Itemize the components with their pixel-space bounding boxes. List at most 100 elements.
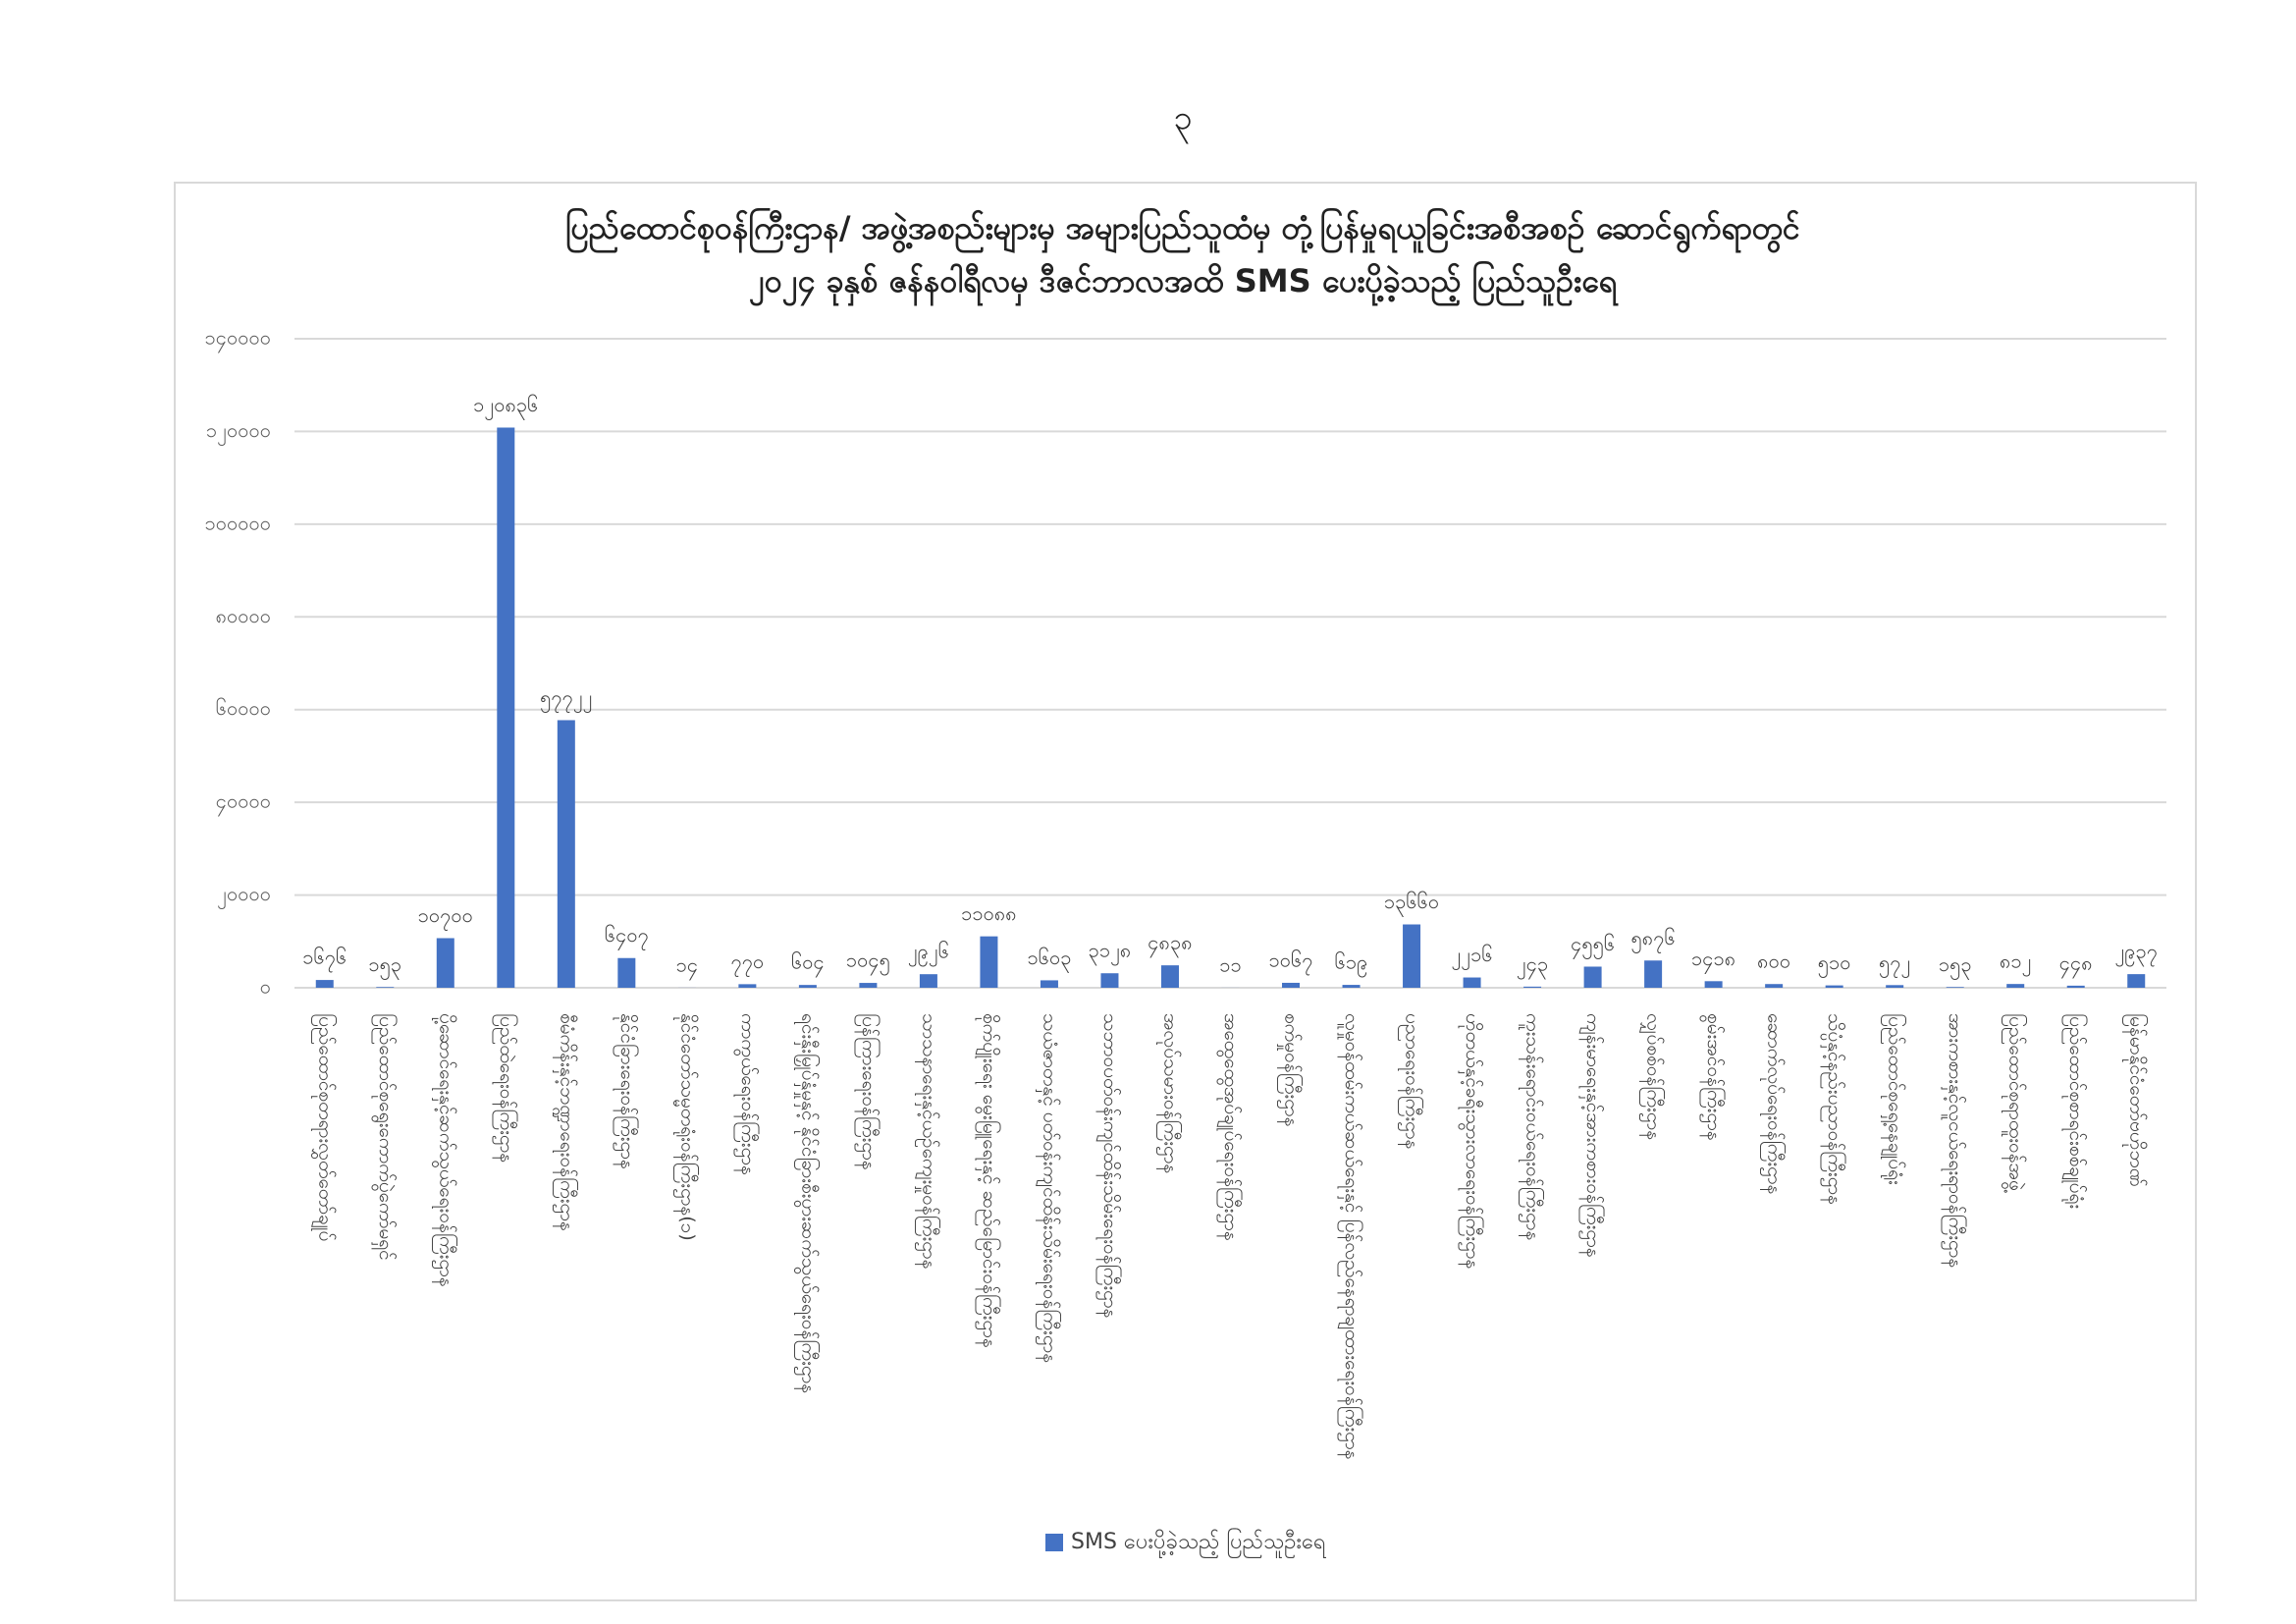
bar — [1946, 987, 1964, 988]
x-tick-label: ပြည်ထဲရေးဝန်ကြီးဌာန — [492, 1013, 519, 1163]
bar — [1282, 982, 1301, 988]
bar — [1765, 984, 1784, 988]
y-tick-label: ၆၀၀၀၀ — [216, 696, 271, 720]
x-tick-label: ကျန်းမာရေးနှင့်အားကစားဝန်ကြီးဌာန — [1578, 1013, 1606, 1258]
x-tick-label: စွမ်းအင်ဝန်ကြီးဌာန — [1699, 1013, 1727, 1141]
x-tick-label: ပြည်ထောင်စုတရားလွှတ်တော်ချုပ် — [310, 1013, 338, 1241]
x-tick-label: စက်မှုဝန်ကြီးဌာန — [1277, 1013, 1305, 1126]
data-label: ၄၅၅၆ — [1571, 932, 1615, 959]
bar — [1704, 981, 1723, 988]
bar — [2066, 985, 2085, 988]
y-tick-label: ၂၀၀၀၀ — [217, 882, 271, 909]
data-label: ၈၁၂ — [2000, 949, 2032, 977]
data-label: ၆၁၉ — [1335, 950, 1368, 978]
bar — [859, 983, 878, 988]
bar — [1040, 980, 1058, 988]
x-tick-label: သဘာဝပတ်ဝန်းကျင်ထိန်းသိမ်းရေးဝန်ကြီးဌာန — [1095, 1013, 1123, 1318]
x-tick-label: အထွေထွေအုပ်ချုပ်ရေးဝန်ကြီးဌာန — [1216, 1013, 1244, 1241]
x-tick-label: ရင်းနှီးမြှုပ်နှံမှုနှင့် နိုင်ငံခြားစီး… — [793, 1013, 821, 1393]
data-label: ၄၈၃၈ — [1148, 931, 1192, 958]
x-tick-label: သယံဇာတနှင့် ပတ်ဝန်းကျင်ထိန်းသိမ်းရေးဝန်က… — [1035, 1013, 1062, 1363]
x-tick-label: ပို့ဆောင်ရေးနှင့်ဆက်သွယ်ရေးဝန်ကြီးဌာန — [431, 1013, 458, 1287]
bar — [1160, 965, 1179, 988]
data-label: ၁၀၆၇ — [1269, 947, 1313, 975]
legend-label: SMS ပေးပို့ခဲ့သည့် ပြည်သူဦးရေ — [1071, 1528, 1326, 1558]
y-tick-label: ၁၀၀၀၀၀ — [205, 511, 272, 534]
y-tick-label: ၁၄၀၀၀၀ — [205, 326, 272, 353]
data-label: ၃၁၂၈ — [1089, 939, 1132, 966]
data-label: ၂၉၂၆ — [908, 940, 949, 967]
bar — [1100, 973, 1119, 988]
data-label: ၁၆၇၆ — [302, 946, 347, 973]
x-tick-label: နိုင်ငံတော်သမ္မတရုံးဝန်ကြီးဌာန(၁) — [672, 1013, 700, 1241]
x-tick-label: လျှပ်စစ်ဝန်ကြီးဌာန — [1639, 1013, 1667, 1140]
x-tick-label: စီမံကိန်းနှင့်ဘဏ္ဍာရေးဝန်ကြီးဌာန — [552, 1013, 579, 1231]
data-label: ၄၄၈ — [2059, 950, 2093, 978]
data-label: ၈၀၀ — [1757, 949, 1790, 973]
y-tick-label: ၀ — [260, 975, 271, 999]
data-label: ၁၀၇၀၀ — [418, 903, 473, 931]
bar — [315, 980, 334, 988]
x-tick-label: မြန်မာနိုင်ငံတော်ဗဟိုဘဏ် — [2122, 1013, 2150, 1187]
data-label: ၁၁ — [1219, 952, 1242, 976]
bar — [919, 974, 937, 988]
legend-swatch — [1045, 1534, 1063, 1551]
data-label: ၁၃၆၆၀ — [1384, 890, 1439, 917]
data-label: ၁၀၄၅ — [846, 948, 890, 976]
data-label: ၁၁၀၈၈ — [961, 901, 1017, 925]
x-tick-label: ပြည်ထောင်စုရှေ့နေချုပ်ရုံး — [1881, 1013, 1908, 1185]
x-tick-label: ကာကွယ်ရေးဝန်ကြီးဌာန — [733, 1013, 761, 1175]
x-tick-label: ကူးသန်းရောင်းဝယ်ရေးဝန်ကြီးဌာန — [1519, 1013, 1546, 1240]
x-tick-label: ပြည်ထောင်စုရွေးကောက်ပွဲကော်မရှင် — [371, 1013, 399, 1261]
bar — [1523, 986, 1542, 988]
bar — [1583, 966, 1602, 988]
bar — [376, 987, 395, 988]
data-label: ၆၀၄ — [791, 950, 825, 978]
data-label: ၅၁၀ — [1818, 950, 1851, 978]
x-tick-label: အလုပ်သမားဝန်ကြီးဌာန — [1155, 1013, 1183, 1173]
data-label: ၂၄၃ — [1517, 951, 1548, 979]
data-label: ၁၆၀၃ — [1027, 946, 1071, 973]
bar — [2006, 984, 2025, 988]
chart-title: ပြည်ထောင်စုဝန်ကြီးဌာန/ အဖွဲ့အစည်းများမှ … — [565, 209, 1800, 253]
bar — [738, 984, 757, 988]
x-tick-label: ပညာရေးဝန်ကြီးဌာန — [1398, 1013, 1425, 1149]
x-tick-label: ပြည်ထောင်စုစာရင်းစစ်ချုပ်ရုံး — [2061, 1013, 2089, 1209]
x-tick-label: ပြန်ကြားရေးဝန်ကြီးဌာန — [854, 1013, 881, 1170]
bar — [1403, 924, 1421, 988]
data-label: ၁၅၃ — [1939, 952, 1972, 980]
page-number: ၃ — [1173, 99, 1192, 144]
data-label: ၅၇၂ — [1879, 950, 1910, 978]
data-label: ၁၄၁၈ — [1691, 947, 1735, 974]
bar — [617, 957, 636, 988]
bar — [497, 427, 515, 988]
data-label: ၂၂၁၆ — [1451, 943, 1492, 970]
y-tick-label: ၁၂၀၀၀၀ — [206, 418, 271, 446]
x-tick-label: လူမှုဝန်ထမ်းကယ်ဆယ်ရေးနှင့် ပြန်လည်နေရာချ… — [1337, 1013, 1364, 1459]
data-label: ၅၈၇၆ — [1631, 926, 1676, 953]
bar — [1463, 977, 1481, 988]
data-label: ၁၂၀၈၃၆ — [473, 393, 538, 420]
bar — [1342, 985, 1361, 988]
x-tick-label: သိပ္ပံနှင့်နည်းပညာဝန်ကြီးဌာန — [1820, 1013, 1847, 1205]
y-tick-label: ၄၀၀၀၀ — [216, 789, 271, 817]
bar — [798, 985, 817, 988]
bar — [1644, 960, 1663, 988]
data-label: ၅၇၇၂၂ — [540, 685, 592, 713]
bar — [1825, 985, 1843, 988]
x-tick-label: သာသနာရေးနှင့်ယဉ်ကျေးမှုဝန်ကြီးဌာန — [914, 1013, 941, 1269]
chart-subtitle: ၂၀၂၄ ခုနှစ် ဇန်နဝါရီလမှ ဒီဇင်ဘာလအထိ SMS … — [749, 262, 1619, 306]
x-tick-label: ဟိုတယ်နှင့်ခရီးသွားလာရေးဝန်ကြီးဌာန — [1458, 1013, 1485, 1269]
x-tick-label: နိုင်ငံခြားရေးဝန်ကြီးဌာန — [613, 1013, 640, 1169]
data-label: ၆၄၀၇ — [605, 923, 649, 950]
bar — [1886, 985, 1904, 988]
y-tick-label: ၈၀၀၀၀ — [216, 604, 271, 627]
bar — [980, 936, 998, 988]
x-tick-label: အားကစားနှင့်လူငယ်ရေးရာဝန်ကြီးဌာန — [1941, 1013, 1968, 1268]
bar — [436, 938, 454, 988]
bar — [557, 720, 575, 988]
bar — [2127, 974, 2146, 988]
data-label: ၁၅၃ — [368, 952, 401, 980]
x-tick-label: ပြည်ထောင်စုရာထူးဝန်အဖွဲ့ — [2002, 1013, 2029, 1193]
